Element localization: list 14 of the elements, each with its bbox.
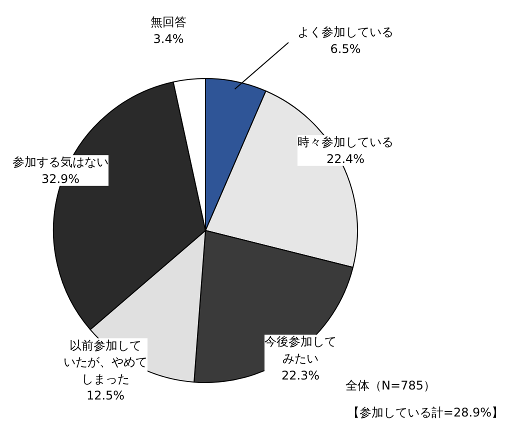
slice-label: 参加する気はない (12, 155, 108, 170)
slice-label: 以前参加していたが、やめてしまった (64, 338, 148, 386)
data-label: 22.4% (326, 152, 365, 166)
text: 【参加している計=28.9%】 (347, 406, 504, 420)
slice-label: 無回答 (150, 15, 186, 30)
slice-label: 時々参加している (298, 135, 394, 150)
data-label: 6.5% (330, 42, 361, 56)
data-label: 12.5% (86, 388, 125, 403)
slice-label: よく参加している (298, 25, 394, 40)
data-label: 3.4% (153, 32, 184, 46)
data-label: 32.9% (41, 172, 80, 186)
text: 全体（N=785） (346, 378, 436, 392)
slice-label: 今後参加してみたい (264, 334, 336, 366)
data-label: 22.3% (281, 368, 320, 382)
